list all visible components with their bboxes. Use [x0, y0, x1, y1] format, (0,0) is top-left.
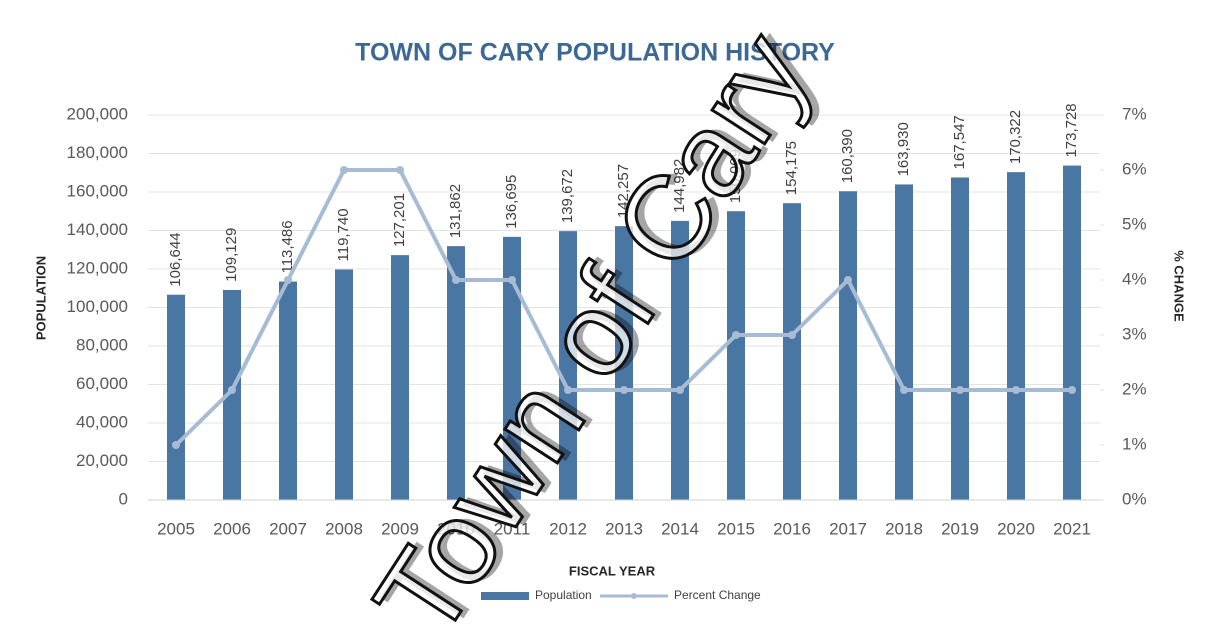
y2-tick-label: 1% [1122, 434, 1147, 453]
value-label: 160,390 [839, 129, 856, 183]
value-label: 167,547 [951, 115, 968, 169]
value-label: 154,175 [783, 141, 800, 195]
bar [223, 289, 241, 500]
y2-tick-label: 2% [1122, 379, 1147, 398]
line-marker [620, 386, 628, 394]
line-marker [228, 386, 236, 394]
line-marker [508, 276, 516, 284]
watermark: Town of Cary [350, 10, 836, 633]
x-axis-title: FISCAL YEAR [569, 563, 656, 578]
value-label: 170,322 [1007, 110, 1024, 164]
y2-tick-label: 7% [1122, 104, 1147, 123]
bar [279, 281, 297, 500]
y-tick-label: 80,000 [76, 335, 128, 354]
y-tick-label: 100,000 [67, 297, 128, 316]
y2-tick-label: 6% [1122, 159, 1147, 178]
value-label: 173,728 [1063, 103, 1080, 157]
y2-tick-label: 4% [1122, 269, 1147, 288]
bar [895, 184, 913, 500]
y-tick-label: 200,000 [67, 104, 128, 123]
bar [167, 294, 185, 500]
line-marker [1068, 386, 1076, 394]
line-marker [340, 166, 348, 174]
y2-tick-label: 0% [1122, 489, 1147, 508]
legend-label: Percent Change [674, 588, 761, 602]
value-label: 113,486 [279, 220, 296, 273]
value-label: 106,644 [167, 232, 184, 286]
value-label: 119,740 [335, 208, 352, 261]
y2-tick-label: 5% [1122, 214, 1147, 233]
x-tick-label: 2013 [605, 519, 643, 538]
value-label: 150,009 [727, 149, 744, 203]
y-tick-label: 20,000 [76, 451, 128, 470]
x-tick-label: 2007 [269, 519, 307, 538]
line-marker [900, 386, 908, 394]
bar [335, 269, 353, 500]
x-tick-label: 2010 [437, 519, 475, 538]
bar [391, 255, 409, 500]
x-tick-label: 2015 [717, 519, 755, 538]
y-tick-label: 120,000 [67, 258, 128, 277]
bar [671, 220, 689, 500]
legend-label: Population [535, 588, 592, 602]
y2-axis-title: % CHANGE [1172, 250, 1187, 322]
bar [951, 177, 969, 500]
line-marker [1012, 386, 1020, 394]
line-marker [172, 441, 180, 449]
y-tick-label: 140,000 [67, 220, 128, 239]
line-marker [564, 386, 572, 394]
x-tick-label: 2014 [661, 519, 699, 538]
value-label: 142,257 [615, 164, 632, 218]
x-tick-label: 2017 [829, 519, 867, 538]
bar [1007, 172, 1025, 500]
x-tick-label: 2012 [549, 519, 587, 538]
y2-tick-label: 3% [1122, 324, 1147, 343]
line-marker [452, 276, 460, 284]
line-marker [396, 166, 404, 174]
x-tick-label: 2021 [1053, 519, 1091, 538]
y-tick-label: 40,000 [76, 412, 128, 431]
bar [727, 211, 745, 501]
x-tick-label: 2011 [494, 519, 531, 538]
chart-title: TOWN OF CARY POPULATION HISTORY [355, 39, 835, 67]
line-marker [284, 276, 292, 284]
bar [839, 191, 857, 500]
bar [559, 231, 577, 500]
value-label: 127,201 [391, 193, 408, 247]
y-axis-title: POPULATION [33, 256, 48, 340]
y-tick-label: 180,000 [67, 143, 128, 162]
y-tick-label: 160,000 [67, 181, 128, 200]
bar [1063, 165, 1081, 500]
value-label: 131,862 [447, 184, 464, 238]
bar [783, 203, 801, 500]
value-label: 109,129 [223, 228, 240, 282]
x-tick-label: 2018 [885, 519, 923, 538]
x-tick-label: 2006 [213, 519, 251, 538]
value-label: 136,695 [503, 175, 520, 229]
x-tick-label: 2009 [381, 519, 419, 538]
bar [615, 226, 633, 500]
value-label: 163,930 [895, 122, 912, 176]
x-tick-label: 2019 [941, 519, 979, 538]
x-tick-label: 2016 [773, 519, 811, 538]
value-label: 144,982 [671, 159, 688, 213]
x-tick-label: 2005 [157, 519, 195, 538]
line-marker [844, 276, 852, 284]
line-marker [956, 386, 964, 394]
line-marker [732, 331, 740, 339]
legend-swatch [481, 592, 529, 600]
line-marker [788, 331, 796, 339]
bar [503, 236, 521, 500]
value-label: 139,672 [559, 169, 576, 223]
legend-swatch [631, 593, 637, 599]
line-marker [676, 386, 684, 394]
x-tick-label: 2020 [997, 519, 1035, 538]
x-tick-label: 2008 [325, 519, 363, 538]
y-tick-label: 60,000 [76, 374, 128, 393]
bar [447, 246, 465, 500]
y-tick-label: 0 [119, 489, 128, 508]
